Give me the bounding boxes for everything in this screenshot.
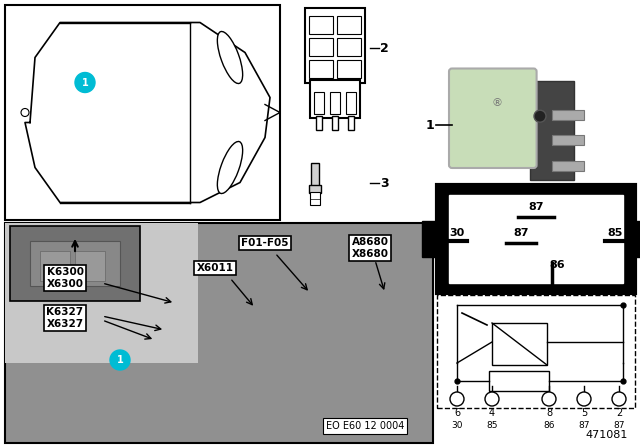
Text: 87: 87 <box>579 421 589 430</box>
Text: 4: 4 <box>489 408 495 418</box>
Bar <box>437 185 635 293</box>
Bar <box>316 116 322 130</box>
Bar <box>5 5 280 220</box>
Circle shape <box>110 350 130 370</box>
Circle shape <box>485 392 499 406</box>
Bar <box>489 371 549 391</box>
Bar <box>40 251 70 281</box>
Bar <box>5 223 198 363</box>
Bar <box>635 221 640 257</box>
Text: 87: 87 <box>513 228 529 238</box>
Ellipse shape <box>218 31 243 83</box>
Circle shape <box>534 110 546 122</box>
Text: 8: 8 <box>546 408 552 418</box>
Bar <box>309 16 333 34</box>
Bar <box>437 295 635 408</box>
Ellipse shape <box>218 142 243 194</box>
Text: 1: 1 <box>82 78 88 87</box>
Text: 2: 2 <box>380 42 388 55</box>
Text: 2: 2 <box>616 408 622 418</box>
Circle shape <box>75 73 95 92</box>
Bar <box>75 251 105 281</box>
Text: X6011: X6011 <box>196 263 234 273</box>
Bar <box>309 38 333 56</box>
Text: 30: 30 <box>451 421 463 430</box>
Bar <box>330 92 340 114</box>
Circle shape <box>450 392 464 406</box>
Text: 87: 87 <box>613 421 625 430</box>
Text: 5: 5 <box>581 408 587 418</box>
Bar <box>337 38 361 56</box>
Text: 1: 1 <box>116 355 124 365</box>
Bar <box>305 8 365 83</box>
Bar <box>337 60 361 78</box>
Text: 6: 6 <box>454 408 460 418</box>
Text: 85: 85 <box>607 228 623 238</box>
Bar <box>552 161 584 171</box>
Circle shape <box>21 108 29 116</box>
Text: 3: 3 <box>380 177 388 190</box>
Bar <box>422 221 438 257</box>
Bar <box>346 92 356 114</box>
Bar <box>552 135 584 145</box>
Text: K6300
X6300: K6300 X6300 <box>47 267 83 289</box>
Text: 1: 1 <box>425 119 434 132</box>
Text: 471081: 471081 <box>586 430 628 440</box>
Text: EO E60 12 0004: EO E60 12 0004 <box>326 421 404 431</box>
Bar <box>309 60 333 78</box>
Bar <box>311 163 319 188</box>
Text: 85: 85 <box>486 421 498 430</box>
Text: K6327
X6327: K6327 X6327 <box>47 307 84 329</box>
Text: 87: 87 <box>528 202 544 212</box>
Bar <box>530 81 575 180</box>
Bar <box>310 192 320 205</box>
Bar <box>10 226 140 301</box>
Circle shape <box>577 392 591 406</box>
Bar <box>5 223 433 443</box>
Bar <box>449 195 623 283</box>
Circle shape <box>542 392 556 406</box>
Text: 86: 86 <box>549 260 564 270</box>
Text: A8680
X8680: A8680 X8680 <box>351 237 388 259</box>
Bar <box>332 116 338 130</box>
Bar <box>314 92 324 114</box>
Bar <box>552 109 584 120</box>
Bar <box>348 116 354 130</box>
Text: ®: ® <box>492 98 502 108</box>
Bar <box>310 80 360 118</box>
Bar <box>492 323 547 365</box>
Bar <box>337 16 361 34</box>
Bar <box>30 241 120 286</box>
Bar <box>309 185 321 193</box>
Text: 86: 86 <box>543 421 555 430</box>
Circle shape <box>612 392 626 406</box>
FancyBboxPatch shape <box>449 69 536 168</box>
Text: F01-F05: F01-F05 <box>241 238 289 248</box>
Text: 30: 30 <box>449 228 465 238</box>
